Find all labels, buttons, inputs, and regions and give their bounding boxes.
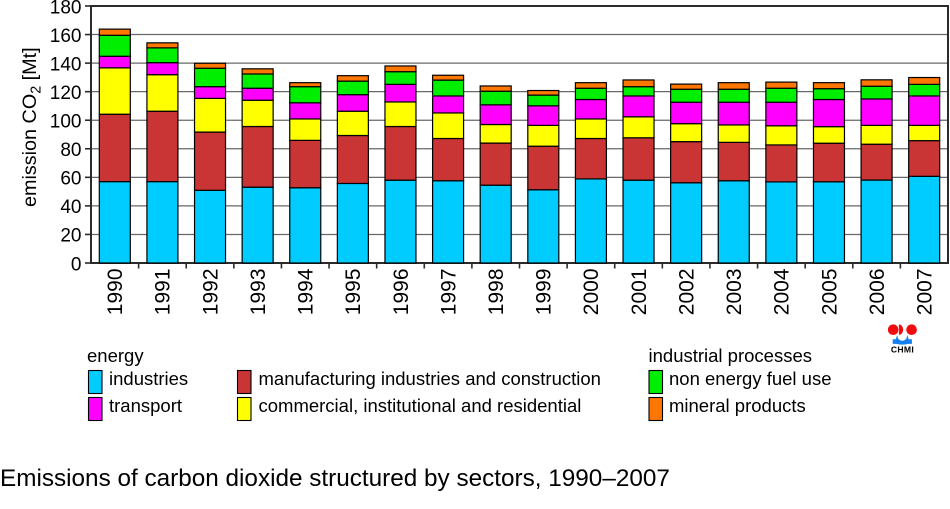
svg-text:1993: 1993: [247, 269, 270, 316]
svg-text:industries: industries: [109, 368, 188, 389]
svg-text:120: 120: [50, 83, 82, 104]
svg-text:1991: 1991: [152, 269, 175, 316]
svg-text:1995: 1995: [342, 269, 365, 316]
svg-text:1994: 1994: [295, 268, 318, 315]
svg-text:0: 0: [71, 254, 82, 275]
svg-text:1997: 1997: [437, 269, 460, 316]
svg-text:1998: 1998: [485, 269, 508, 316]
svg-text:non energy fuel use: non energy fuel use: [669, 368, 832, 389]
svg-text:100: 100: [50, 112, 82, 133]
svg-text:commercial, institutional and: commercial, institutional and residentia…: [259, 395, 582, 416]
svg-text:140: 140: [50, 54, 82, 75]
svg-text:2006: 2006: [866, 269, 889, 316]
svg-text:mineral products: mineral products: [669, 395, 806, 416]
svg-text:1996: 1996: [390, 269, 413, 316]
svg-text:industrial processes: industrial processes: [649, 345, 813, 366]
svg-text:160: 160: [50, 26, 82, 47]
svg-text:2004: 2004: [771, 268, 794, 315]
svg-text:2003: 2003: [723, 269, 746, 316]
svg-text:CHMI: CHMI: [891, 345, 914, 355]
svg-text:1999: 1999: [533, 269, 556, 316]
svg-text:60: 60: [60, 169, 81, 190]
svg-text:2002: 2002: [675, 269, 698, 316]
svg-text:Emissions of carbon dioxide st: Emissions of carbon dioxide structured b…: [0, 465, 670, 492]
svg-text:emission CO2 [Mt]: emission CO2 [Mt]: [19, 47, 44, 207]
svg-text:transport: transport: [109, 395, 182, 416]
svg-text:energy: energy: [87, 345, 144, 366]
svg-text:2005: 2005: [818, 269, 841, 316]
svg-text:1990: 1990: [104, 269, 127, 316]
svg-text:2001: 2001: [628, 269, 651, 316]
svg-text:20: 20: [60, 226, 81, 247]
svg-text:manufacturing industries and c: manufacturing industries and constructio…: [259, 368, 601, 389]
svg-text:80: 80: [60, 140, 81, 161]
svg-text:1992: 1992: [199, 269, 222, 316]
svg-text:180: 180: [50, 0, 82, 18]
svg-text:2000: 2000: [580, 269, 603, 316]
svg-text:2007: 2007: [913, 269, 936, 316]
svg-text:40: 40: [60, 197, 81, 218]
